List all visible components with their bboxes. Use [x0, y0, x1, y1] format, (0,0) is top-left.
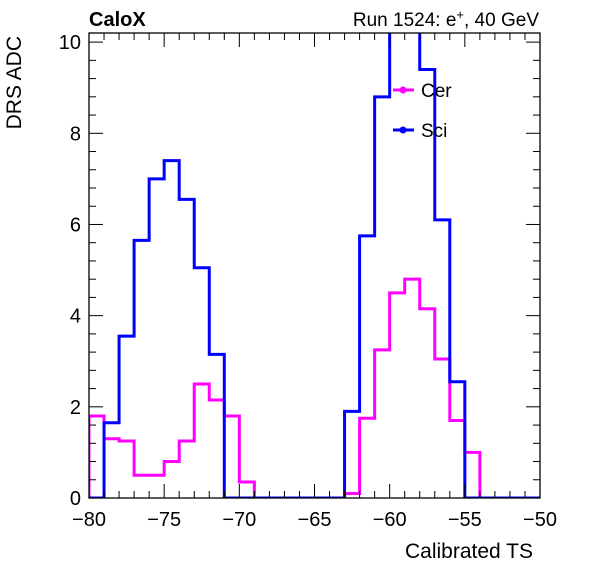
y-tick-label: 2 [70, 397, 81, 419]
y-tick-label: 6 [70, 214, 81, 236]
legend-label-sci: Sci [421, 121, 447, 142]
y-axis-title: DRS ADC [3, 36, 26, 129]
header-left-label: CaloX [89, 9, 146, 31]
x-tick-label: −65 [298, 509, 332, 531]
plot-frame [88, 32, 541, 499]
legend-marker-cer [399, 86, 407, 94]
x-axis-title: Calibrated TS [405, 540, 533, 563]
legend: Cer Sci [393, 81, 452, 142]
y-tick-label: 10 [59, 32, 81, 54]
header-right-superscript: + [456, 7, 464, 22]
series-layer [89, 33, 540, 498]
x-tick-label: −60 [373, 509, 407, 531]
legend-marker-sci [399, 126, 407, 134]
x-tick-label: −70 [222, 509, 256, 531]
x-tick-label: −50 [523, 509, 557, 531]
series-cer-histogram [89, 277, 540, 498]
y-tick-label: 4 [70, 306, 81, 328]
legend-label-cer: Cer [421, 81, 452, 102]
x-tick-label: −55 [448, 509, 482, 531]
y-tick-label: 0 [70, 488, 81, 510]
header-right-label: Run 1524: e+, 40 GeV [353, 7, 539, 31]
x-tick-label: −80 [72, 509, 106, 531]
y-tick-label: 8 [70, 123, 81, 145]
series-sci-histogram [89, 33, 540, 498]
x-tick-label: −75 [147, 509, 181, 531]
